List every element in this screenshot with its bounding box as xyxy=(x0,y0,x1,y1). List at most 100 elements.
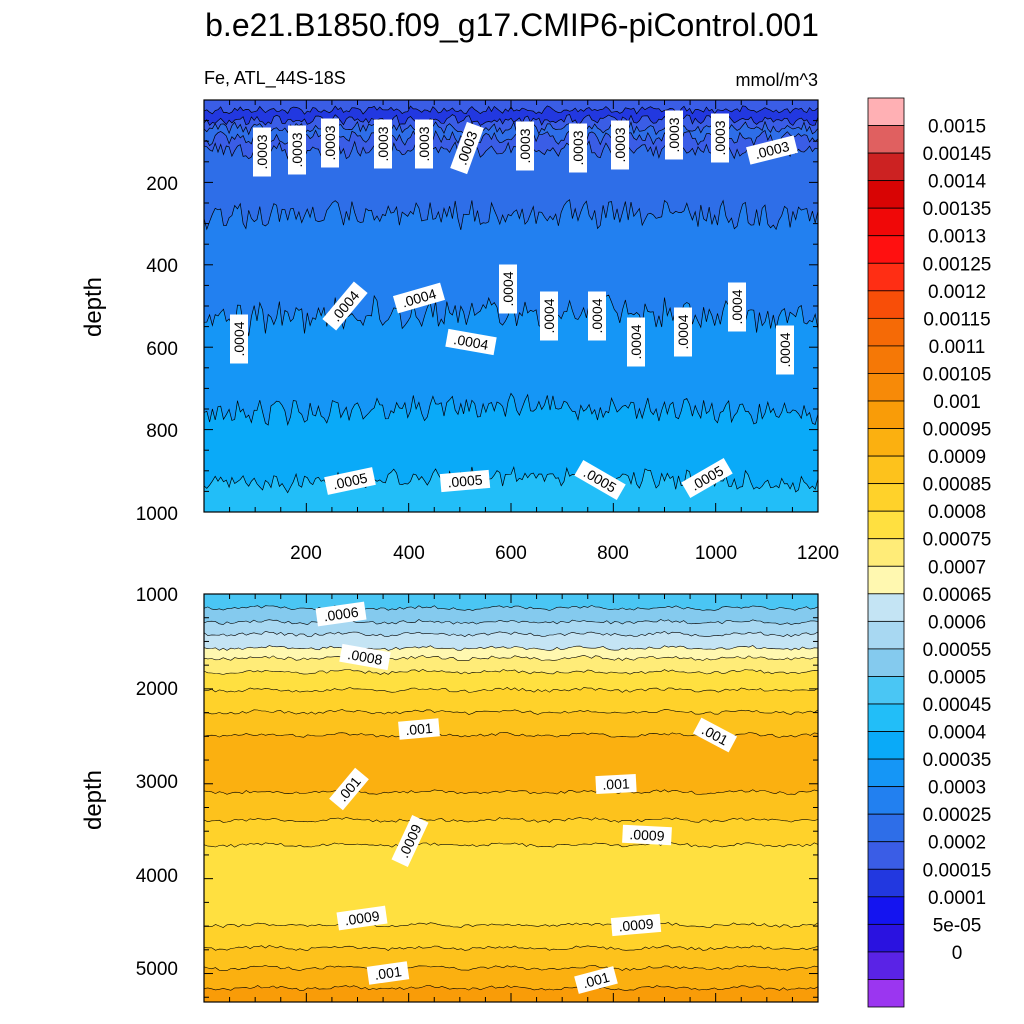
x-tick-label: 800 xyxy=(597,543,629,564)
y-tick-label: 1000 xyxy=(136,585,178,606)
contour-label-text: .0008 xyxy=(346,646,383,668)
colorbar-label: 0.0005 xyxy=(928,668,986,689)
colorbar-label: 0.00135 xyxy=(923,199,992,220)
colorbar-box xyxy=(867,317,905,347)
y-tick-label: 800 xyxy=(146,421,178,442)
colorbar-box xyxy=(867,510,905,540)
contour-label-text: .0006 xyxy=(323,604,360,625)
colorbar-box xyxy=(867,786,905,815)
contour-line xyxy=(204,605,818,611)
contour-line xyxy=(204,199,818,231)
contour-label-text: .0004 xyxy=(500,271,516,306)
contour-line xyxy=(204,654,818,661)
colorbar-label: 0.00025 xyxy=(923,805,992,826)
contour-label-text: .0004 xyxy=(452,331,489,353)
contour-label: .0005 xyxy=(439,469,491,493)
top-panel: Fe, ATL_44S-18S mmol/m^3 .0003 .0003 .0003… xyxy=(80,68,839,564)
colorbar-label: 5e-05 xyxy=(933,915,982,936)
contour-label-text: .0003 xyxy=(712,120,728,155)
contour-label: .0004 xyxy=(728,282,746,332)
colorbar-box xyxy=(867,400,905,429)
bottom-y-axis-label: depth xyxy=(80,770,107,830)
colorbar-label: 0.00125 xyxy=(923,254,992,275)
colorbar-label: 0.0012 xyxy=(928,282,986,303)
colorbar-label: 0.00145 xyxy=(923,144,992,165)
contour-line xyxy=(204,945,818,952)
colorbar-box xyxy=(867,676,905,705)
colorbar-box xyxy=(867,152,905,182)
y-tick-label: 1000 xyxy=(136,504,178,525)
contour-label-text: .0003 xyxy=(322,125,338,160)
contour-line xyxy=(204,841,818,848)
colorbar-label: 0.00075 xyxy=(923,530,992,551)
contour-label-text: .0004 xyxy=(589,298,605,333)
y-tick-label: 200 xyxy=(146,174,178,195)
top-x-tick-labels: 200 400 600 800 1000 1200 xyxy=(290,543,839,564)
top-ticks xyxy=(204,99,819,513)
colorbar-box xyxy=(867,648,905,677)
colorbar-label: 0.00065 xyxy=(923,585,992,606)
colorbar-label: 0.0011 xyxy=(929,337,986,358)
contour-label: .0003 xyxy=(321,118,339,168)
colorbar-box xyxy=(867,593,905,622)
contour-label: .001 xyxy=(595,773,637,795)
contour-label: .0003 xyxy=(569,123,587,173)
colorbar-label: 0 xyxy=(952,943,963,964)
contour-label-text: .0004 xyxy=(231,321,247,356)
colorbar-box xyxy=(867,758,905,788)
contour-label-text: .0009 xyxy=(618,915,655,934)
colorbar-box xyxy=(867,262,905,292)
x-tick-label: 1200 xyxy=(797,543,839,564)
colorbar-box xyxy=(867,565,905,595)
contour-label-text: .0003 xyxy=(612,127,628,162)
contour-label-text: .0004 xyxy=(628,324,644,359)
contour-label-text: .0005 xyxy=(331,469,369,492)
contour-label-text: .0003 xyxy=(289,132,305,167)
contour-label-text: .0005 xyxy=(447,471,484,490)
x-tick-label: 200 xyxy=(290,543,322,564)
colorbar-box xyxy=(867,923,905,953)
colorbar-label: 0.0009 xyxy=(928,447,986,468)
contour-label-text: .0003 xyxy=(570,130,586,165)
top-y-tick-labels: 200 400 600 800 1000 xyxy=(136,174,178,525)
colorbar-label: 0.0002 xyxy=(928,833,986,854)
contour-label-text: .001 xyxy=(581,969,612,992)
bottom-contour-fills xyxy=(204,594,818,1002)
colorbar-box xyxy=(867,97,905,126)
contour-label-text: .0003 xyxy=(254,134,270,169)
contour-label: .0003 xyxy=(611,120,629,170)
contour-label-text: .0004 xyxy=(777,332,793,367)
x-tick-label: 600 xyxy=(495,543,527,564)
contour-label: .0003 xyxy=(253,127,271,177)
colorbar-box xyxy=(867,207,905,237)
contour-label: .0006 xyxy=(315,601,367,627)
colorbar-box xyxy=(867,951,905,980)
colorbar-box xyxy=(867,979,905,1008)
contour-label: .001 xyxy=(366,961,410,985)
colorbar-boxes xyxy=(867,97,905,1008)
contour-label-text: .001 xyxy=(405,720,434,738)
contour-label: .0004 xyxy=(499,264,517,314)
colorbar-label: 0.0007 xyxy=(928,557,986,578)
contour-label: .0005 xyxy=(324,467,376,495)
y-tick-label: 400 xyxy=(146,256,178,277)
colorbar-label: 0.00105 xyxy=(923,365,992,386)
colorbar-label: 0.00115 xyxy=(923,309,990,330)
top-y-axis-label: depth xyxy=(80,277,107,337)
x-tick-label: 1000 xyxy=(695,543,737,564)
y-tick-label: 4000 xyxy=(136,866,178,887)
contour-label-text: .0004 xyxy=(541,298,557,333)
contour-label: .0004 xyxy=(776,325,794,375)
contour-line xyxy=(204,645,818,651)
contour-label: .0003 xyxy=(288,125,306,175)
colorbar: 0.0015 0.00145 0.0014 0.00135 0.0013 0.00125 0… xyxy=(867,97,992,1008)
bottom-y-tick-labels: 1000 2000 3000 4000 5000 xyxy=(136,585,178,980)
contour-label: .0004 xyxy=(588,291,606,341)
contour-line xyxy=(204,965,818,971)
contour-label: .0003 xyxy=(516,121,534,171)
contour-label: .0003 xyxy=(665,110,683,160)
top-subtitle-left: Fe, ATL_44S-18S xyxy=(204,68,346,89)
contour-label-text: .0004 xyxy=(675,314,691,349)
colorbar-box xyxy=(867,731,905,760)
contour-line xyxy=(204,789,818,795)
